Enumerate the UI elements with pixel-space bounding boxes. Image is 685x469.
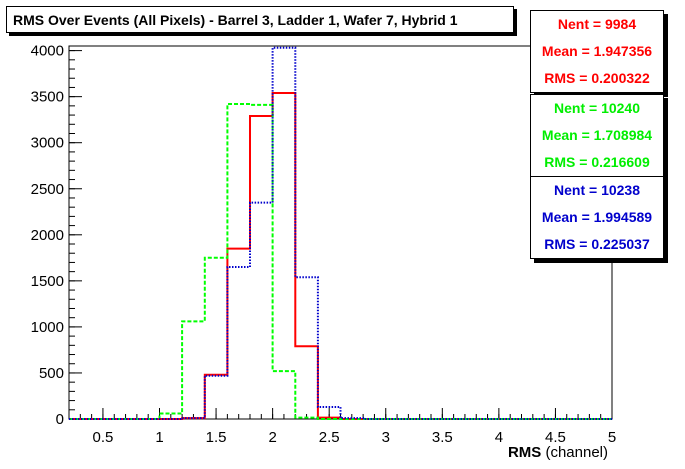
x-tick-label: 2.5 bbox=[319, 429, 340, 446]
y-tick-label: 3500 bbox=[31, 89, 64, 106]
stats-mean: Mean = 1.947356 bbox=[541, 43, 653, 59]
stats-box-green: Nent = 10240 Mean = 1.708984 RMS = 0.216… bbox=[530, 94, 664, 177]
x-tick-label: 4.5 bbox=[545, 429, 566, 446]
x-tick-label: 5 bbox=[608, 429, 616, 446]
stats-mean: Mean = 1.994589 bbox=[541, 209, 653, 225]
stats-nent: Nent = 9984 bbox=[557, 16, 637, 32]
stats-box-red: Nent = 9984 Mean = 1.947356 RMS = 0.2003… bbox=[530, 10, 664, 93]
x-tick-label: 4 bbox=[495, 429, 503, 446]
stats-mean: Mean = 1.708984 bbox=[541, 127, 653, 143]
x-tick-label: 1 bbox=[155, 429, 163, 446]
stats-nent: Nent = 10240 bbox=[554, 100, 640, 116]
histogram-series-1 bbox=[69, 103, 612, 420]
y-tick-label: 1000 bbox=[31, 319, 64, 336]
x-axis-label-main: RMS bbox=[507, 444, 542, 461]
stats-nent: Nent = 10238 bbox=[554, 182, 640, 198]
chart-title: RMS Over Events (All Pixels) - Barrel 3,… bbox=[6, 6, 514, 33]
y-tick-label: 3000 bbox=[31, 135, 64, 152]
x-tick-label: 0.5 bbox=[93, 429, 114, 446]
stats-rms: RMS = 0.216609 bbox=[544, 154, 650, 170]
stats-box-blue: Nent = 10238 Mean = 1.994589 RMS = 0.225… bbox=[530, 176, 664, 259]
y-tick-label: 1500 bbox=[31, 273, 64, 290]
y-tick-label: 2000 bbox=[31, 227, 64, 244]
x-tick-label: 2 bbox=[268, 429, 276, 446]
y-tick-label: 500 bbox=[39, 365, 64, 382]
stats-rms: RMS = 0.225037 bbox=[544, 236, 650, 252]
x-tick-label: 3.5 bbox=[432, 429, 453, 446]
x-axis-label-unit: (channel) bbox=[541, 444, 608, 461]
x-tick-label: 3 bbox=[382, 429, 390, 446]
x-tick-label: 1.5 bbox=[206, 429, 227, 446]
y-tick-label: 4000 bbox=[31, 43, 64, 60]
stats-rms: RMS = 0.200322 bbox=[544, 70, 650, 86]
x-axis-label: RMS (channel) bbox=[508, 444, 608, 461]
y-tick-label: 2500 bbox=[31, 181, 64, 198]
histogram-series-2 bbox=[69, 46, 612, 420]
y-tick-label: 0 bbox=[56, 411, 64, 428]
